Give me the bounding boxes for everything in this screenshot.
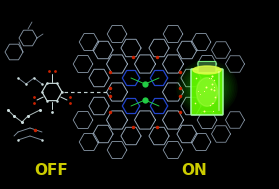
Ellipse shape xyxy=(193,66,221,74)
FancyBboxPatch shape xyxy=(198,61,216,73)
Ellipse shape xyxy=(201,83,213,93)
FancyBboxPatch shape xyxy=(191,69,223,115)
Text: OFF: OFF xyxy=(34,163,68,178)
Ellipse shape xyxy=(196,78,218,106)
Ellipse shape xyxy=(204,85,210,91)
Ellipse shape xyxy=(203,84,211,92)
Text: ON: ON xyxy=(181,163,207,178)
